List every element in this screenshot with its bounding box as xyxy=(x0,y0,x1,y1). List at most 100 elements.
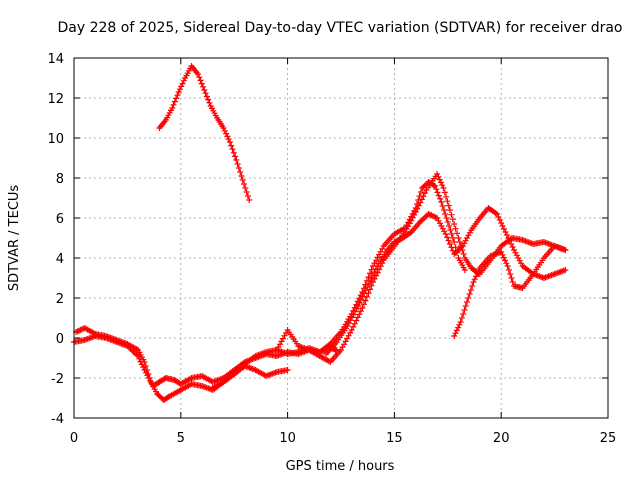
data-point xyxy=(209,105,212,107)
data-point xyxy=(500,245,503,247)
data-point xyxy=(385,251,387,253)
data-point xyxy=(233,373,236,375)
satellite-track-a-markers xyxy=(71,333,340,389)
data-point xyxy=(553,245,556,247)
data-point xyxy=(543,257,545,259)
data-point xyxy=(361,307,364,309)
data-point xyxy=(367,283,370,285)
x-tick-label: 10 xyxy=(279,431,296,446)
y-tick-label: 14 xyxy=(47,52,64,67)
data-point xyxy=(83,327,86,329)
satellite-track-d xyxy=(209,179,468,391)
y-tick-label: -2 xyxy=(51,372,64,387)
data-point xyxy=(169,395,172,397)
data-point xyxy=(470,229,473,231)
data-point xyxy=(222,127,225,129)
data-point xyxy=(94,333,97,335)
data-point xyxy=(222,377,225,379)
data-point xyxy=(382,245,385,247)
data-point xyxy=(459,321,462,323)
data-point xyxy=(229,141,231,143)
data-point xyxy=(329,361,332,363)
data-point xyxy=(543,277,545,279)
data-point xyxy=(201,385,204,387)
y-axis-label: SDTVAR / TECUs xyxy=(7,185,22,292)
data-point xyxy=(265,375,268,377)
data-point xyxy=(83,339,86,341)
data-point xyxy=(297,345,300,347)
data-point xyxy=(164,377,167,379)
data-point xyxy=(419,221,421,223)
data-point xyxy=(184,77,187,79)
data-point xyxy=(513,249,515,251)
satellite-track-d-markers xyxy=(209,179,468,391)
data-point xyxy=(350,329,353,331)
data-point xyxy=(197,73,199,75)
data-point xyxy=(521,239,524,241)
data-point xyxy=(203,89,206,91)
data-point xyxy=(150,381,152,383)
data-point xyxy=(564,249,567,251)
data-point xyxy=(434,185,436,187)
data-point xyxy=(521,287,524,289)
data-point xyxy=(244,363,246,365)
data-point xyxy=(478,217,481,219)
data-point xyxy=(190,383,193,385)
data-point xyxy=(162,399,165,401)
y-tick-label: -4 xyxy=(51,412,64,427)
data-point xyxy=(137,355,140,357)
data-point xyxy=(532,243,535,245)
plot-frame xyxy=(73,57,609,419)
x-tick-label: 0 xyxy=(70,431,78,446)
satellite-track-g xyxy=(451,243,569,339)
data-point xyxy=(453,241,456,243)
y-tick-label: 12 xyxy=(47,92,64,107)
data-point xyxy=(211,387,214,389)
data-point xyxy=(190,377,193,379)
data-point xyxy=(511,237,513,239)
data-point xyxy=(361,291,364,293)
data-point xyxy=(513,285,515,287)
data-point xyxy=(478,267,481,269)
data-point xyxy=(105,335,107,337)
data-point xyxy=(487,207,490,209)
data-point xyxy=(276,349,278,351)
data-point xyxy=(457,237,460,239)
data-point xyxy=(414,211,417,213)
data-point xyxy=(436,217,438,219)
data-point xyxy=(446,221,449,223)
data-point xyxy=(464,257,466,259)
data-point xyxy=(532,273,535,275)
ticks: 0 5 10 15 20 25 -4 -2 0 2 4 6 8 10 12 14 xyxy=(47,52,616,446)
satellite-track-c-markers xyxy=(156,63,253,203)
data-point xyxy=(553,273,556,275)
data-point xyxy=(308,349,310,351)
data-point xyxy=(340,349,342,351)
data-point xyxy=(410,231,413,233)
y-tick-label: 2 xyxy=(56,292,64,307)
data-point xyxy=(158,381,161,383)
satellite-track-c xyxy=(156,63,253,203)
data-point xyxy=(241,179,244,181)
data-point xyxy=(235,159,238,161)
data-point xyxy=(564,269,567,271)
data-point xyxy=(425,189,428,191)
x-axis-label: GPS time / hours xyxy=(286,459,395,474)
data-point xyxy=(464,269,466,271)
data-point xyxy=(179,389,182,391)
data-point xyxy=(496,213,498,215)
y-tick-label: 6 xyxy=(56,212,64,227)
data-point xyxy=(156,393,159,395)
data-point xyxy=(190,65,193,67)
data-point xyxy=(421,187,424,189)
y-tick-label: 8 xyxy=(56,172,64,187)
data-point xyxy=(211,381,214,383)
data-point xyxy=(329,343,332,345)
data-point xyxy=(427,213,430,215)
data-point xyxy=(489,255,492,257)
chart-title: Day 228 of 2025, Sidereal Day-to-day VTE… xyxy=(57,20,622,36)
data-point xyxy=(472,281,475,283)
x-tick-label: 5 xyxy=(177,431,185,446)
satellite-track-g-markers xyxy=(451,243,569,339)
data-point xyxy=(177,91,180,93)
